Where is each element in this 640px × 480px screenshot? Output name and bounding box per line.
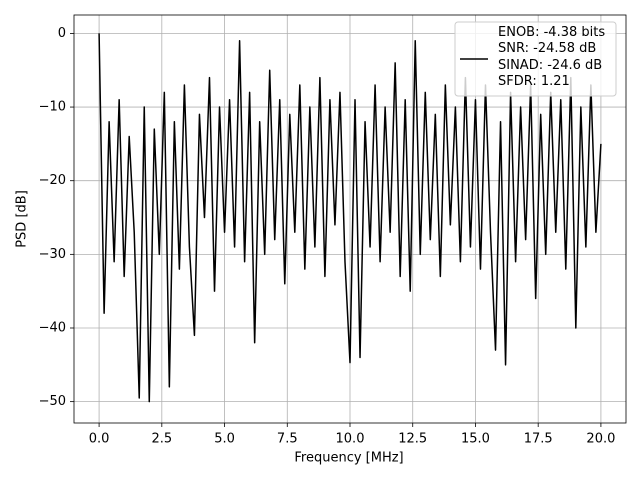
legend-box bbox=[454, 21, 617, 97]
x-tick-label: 15.0 bbox=[461, 432, 490, 447]
axes-frame bbox=[73, 14, 627, 424]
y-tick-label: −50 bbox=[39, 394, 66, 409]
legend-label: ENOB: -4.38 bits SNR: -24.58 dB SINAD: -… bbox=[498, 25, 606, 89]
x-tick-label: 12.5 bbox=[398, 432, 427, 447]
y-axis-label: PSD [dB] bbox=[15, 190, 30, 248]
y-tick-label: −20 bbox=[39, 173, 66, 188]
x-tick-label: 5.0 bbox=[214, 432, 235, 447]
x-tick-label: 20.0 bbox=[586, 432, 615, 447]
x-tick-label: 17.5 bbox=[524, 432, 553, 447]
x-axis-label: Frequency [MHz] bbox=[294, 451, 403, 466]
data-line bbox=[98, 33, 602, 403]
y-tick-label: −10 bbox=[39, 100, 66, 115]
x-tick-label: 10.0 bbox=[336, 432, 365, 447]
y-tick-label: −40 bbox=[39, 320, 66, 335]
x-tick-label: 2.5 bbox=[151, 432, 172, 447]
y-tick-label: −30 bbox=[39, 247, 66, 262]
y-tick-label: 0 bbox=[58, 26, 66, 41]
x-tick-label: 0.0 bbox=[89, 432, 110, 447]
x-tick-label: 7.5 bbox=[277, 432, 298, 447]
